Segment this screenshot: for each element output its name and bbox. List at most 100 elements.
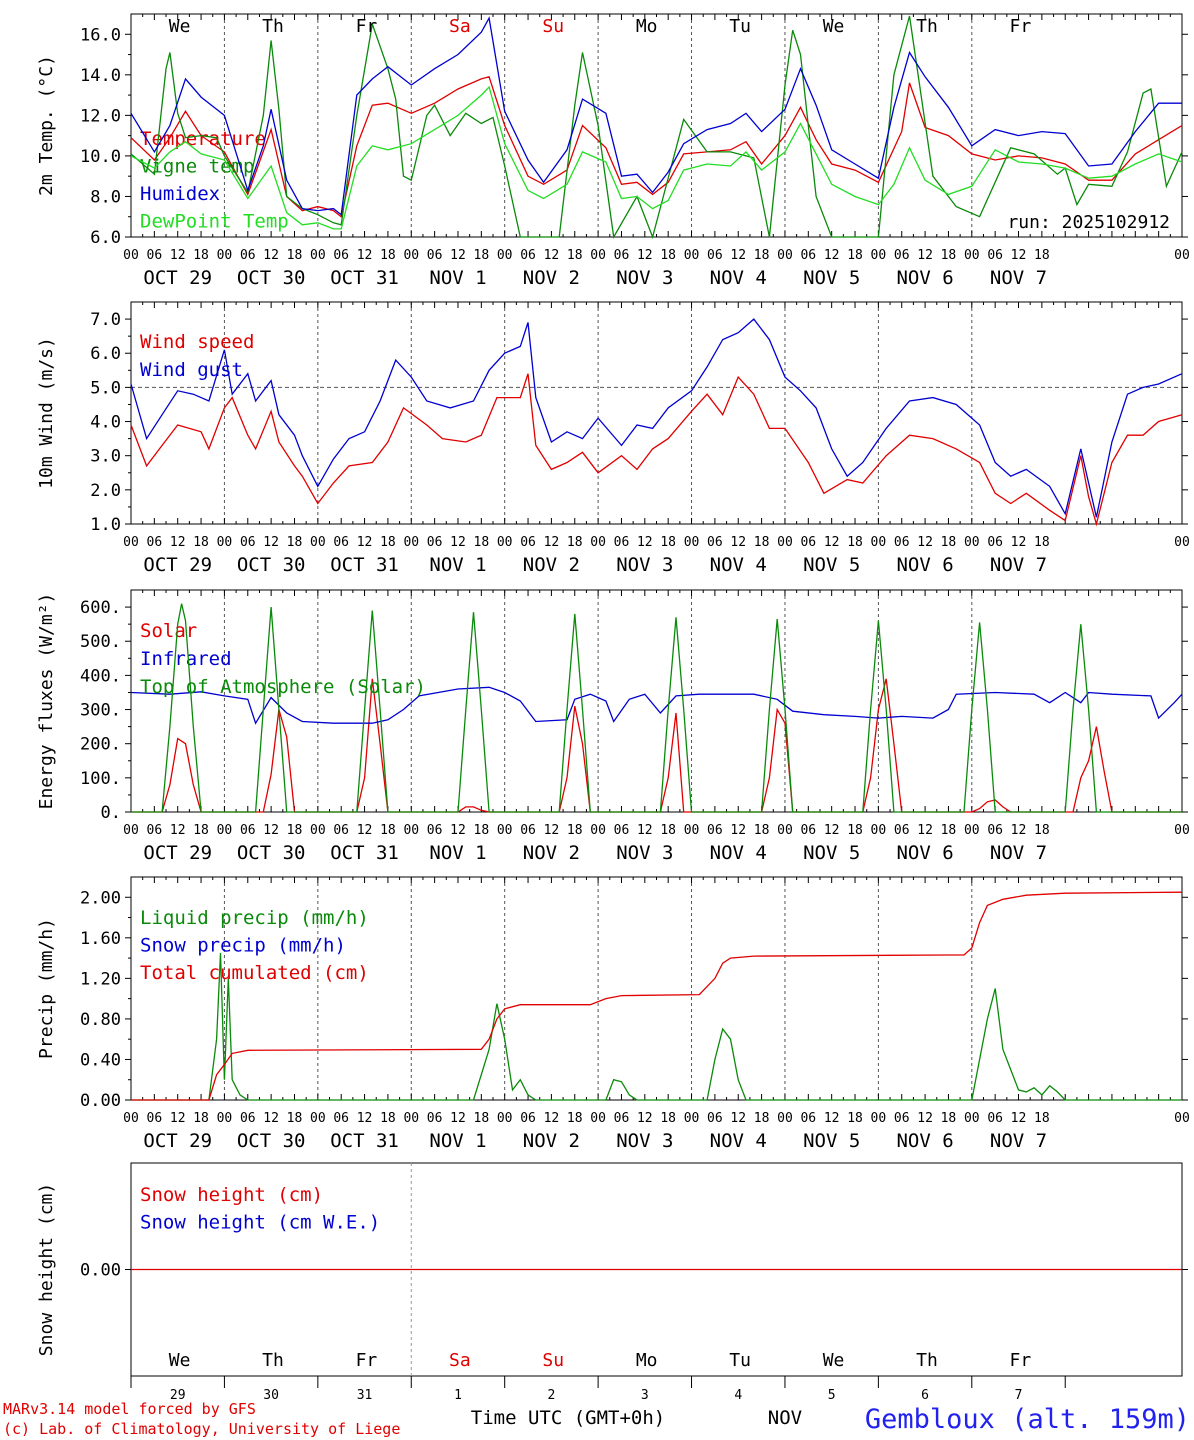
- temp-legend-entry: Humidex: [140, 183, 220, 205]
- hour-tick-label: 00: [403, 1111, 419, 1126]
- hour-tick-label: 00: [684, 248, 700, 263]
- precip-ytick-label: 2.00: [80, 888, 121, 908]
- hour-tick-label: 12: [917, 535, 933, 550]
- hour-tick-label: 00: [777, 535, 793, 550]
- hour-tick-label: 00: [403, 535, 419, 550]
- wind-legend-entry: Wind speed: [140, 331, 254, 353]
- hour-tick-label: 06: [894, 248, 910, 263]
- hour-tick-label: 06: [800, 535, 816, 550]
- date-label: NOV 1: [429, 554, 486, 576]
- date-label: NOV 4: [710, 554, 767, 576]
- hour-tick-label: 00: [684, 1111, 700, 1126]
- energy-series-top-of-atmosphere-solar-: [131, 603, 1182, 813]
- hour-tick-label: 18: [287, 1111, 303, 1126]
- temp-ytick-label: 16.0: [80, 25, 121, 45]
- temp-series-vigne-temp: [130, 15, 1183, 240]
- hour-tick-label: 06: [240, 248, 256, 263]
- hour-tick-label: 06: [894, 535, 910, 550]
- hour-tick-label: 00: [684, 535, 700, 550]
- hour-tick-label: 06: [427, 535, 443, 550]
- weekday-label: Sa: [449, 16, 471, 37]
- hour-tick-label: 12: [544, 535, 560, 550]
- hour-tick-label: 00: [590, 823, 606, 838]
- snow-weekday-label: We: [823, 1350, 845, 1371]
- hour-tick-label: 18: [567, 535, 583, 550]
- hour-tick-label: 12: [544, 823, 560, 838]
- hour-tick-label: 06: [333, 823, 349, 838]
- date-label: OCT 31: [330, 1130, 399, 1152]
- hour-tick-label: 00: [871, 248, 887, 263]
- hour-tick-label: 06: [987, 1111, 1003, 1126]
- hour-tick-label: 12: [263, 1111, 279, 1126]
- energy-legend-entry: Solar: [140, 620, 197, 642]
- hour-tick-label: 00: [497, 1111, 513, 1126]
- date-label: NOV 5: [803, 1130, 860, 1152]
- hour-tick-label: 12: [170, 535, 186, 550]
- hour-tick-label: 06: [800, 1111, 816, 1126]
- hour-tick-label: 00: [871, 1111, 887, 1126]
- hour-tick-label: 18: [1034, 535, 1050, 550]
- energy-legend-entry: Top of Atmosphere (Solar): [140, 676, 426, 698]
- hour-tick-label: 06: [240, 535, 256, 550]
- precip-legend-entry: Total cumulated (cm): [140, 962, 369, 984]
- temp-ytick-label: 8.0: [90, 187, 121, 207]
- hour-tick-label: 18: [941, 535, 957, 550]
- precip-legend-entry: Snow precip (mm/h): [140, 935, 346, 957]
- snow-weekday-label: Fr: [356, 1350, 378, 1371]
- hour-tick-label: 06: [333, 535, 349, 550]
- temp-ytick-label: 6.0: [90, 228, 121, 248]
- day-number-label: 5: [828, 1388, 836, 1403]
- hour-tick-label: 18: [193, 1111, 209, 1126]
- hour-tick-label: 12: [357, 535, 373, 550]
- date-label: NOV 7: [990, 554, 1047, 576]
- temp-legend-entry: Vigne temp: [140, 156, 254, 178]
- hour-tick-label: 18: [754, 1111, 770, 1126]
- hour-tick-label: 06: [147, 248, 163, 263]
- date-label: OCT 30: [237, 554, 306, 576]
- hour-tick-label: 18: [941, 823, 957, 838]
- hour-tick-label: 12: [450, 535, 466, 550]
- temp-series-humidex: [130, 16, 1182, 216]
- date-label: NOV 5: [803, 267, 860, 289]
- date-label: NOV 7: [990, 1130, 1047, 1152]
- hour-tick-label: 18: [847, 535, 863, 550]
- hour-tick-label: 18: [380, 535, 396, 550]
- date-label: OCT 30: [237, 1130, 306, 1152]
- hour-tick-label: 18: [287, 823, 303, 838]
- hour-tick-label: 00: [217, 1111, 233, 1126]
- hour-tick-label: 18: [193, 535, 209, 550]
- wind-ytick-label: 2.0: [90, 481, 121, 501]
- date-label: NOV 1: [429, 842, 486, 864]
- day-number-label: 2: [547, 1388, 555, 1403]
- day-number-label: 31: [357, 1388, 373, 1403]
- weekday-label: We: [823, 16, 845, 37]
- date-label: NOV 5: [803, 842, 860, 864]
- date-label: OCT 31: [330, 842, 399, 864]
- snow-panel: 0.00 Snow height (cm) Snow height (cm) Snow…: [36, 1162, 1188, 1429]
- hour-tick-label: 00: [964, 248, 980, 263]
- hour-tick-label: 06: [614, 823, 630, 838]
- hour-tick-label: 06: [800, 823, 816, 838]
- temp-series-dewpoint-temp: [130, 85, 1183, 230]
- precip-ylabel: Precip (mm/h): [36, 918, 57, 1059]
- temp-legend-entry: Temperature: [140, 128, 266, 150]
- hour-tick-label: 00: [1174, 823, 1190, 838]
- hour-tick-label: 12: [1011, 823, 1027, 838]
- hour-tick-label: 18: [380, 248, 396, 263]
- credit-line-1: MARv3.14 model forced by GFS: [3, 1400, 256, 1418]
- hour-tick-label: 18: [474, 248, 490, 263]
- hour-tick-label: 06: [240, 823, 256, 838]
- energy-ylabel: Energy fluxes (W/m²): [36, 593, 57, 810]
- hour-tick-label: 00: [217, 248, 233, 263]
- date-label: OCT 29: [143, 554, 212, 576]
- hour-tick-label: 06: [614, 1111, 630, 1126]
- hour-tick-label: 18: [754, 823, 770, 838]
- date-label: NOV 4: [710, 1130, 767, 1152]
- hour-tick-label: 12: [263, 248, 279, 263]
- snow-weekday-label: Tu: [729, 1350, 751, 1371]
- hour-tick-label: 18: [567, 1111, 583, 1126]
- hour-tick-label: 12: [1011, 1111, 1027, 1126]
- temp-legend-entry: DewPoint Temp: [140, 211, 289, 233]
- day-number-label: 6: [921, 1388, 929, 1403]
